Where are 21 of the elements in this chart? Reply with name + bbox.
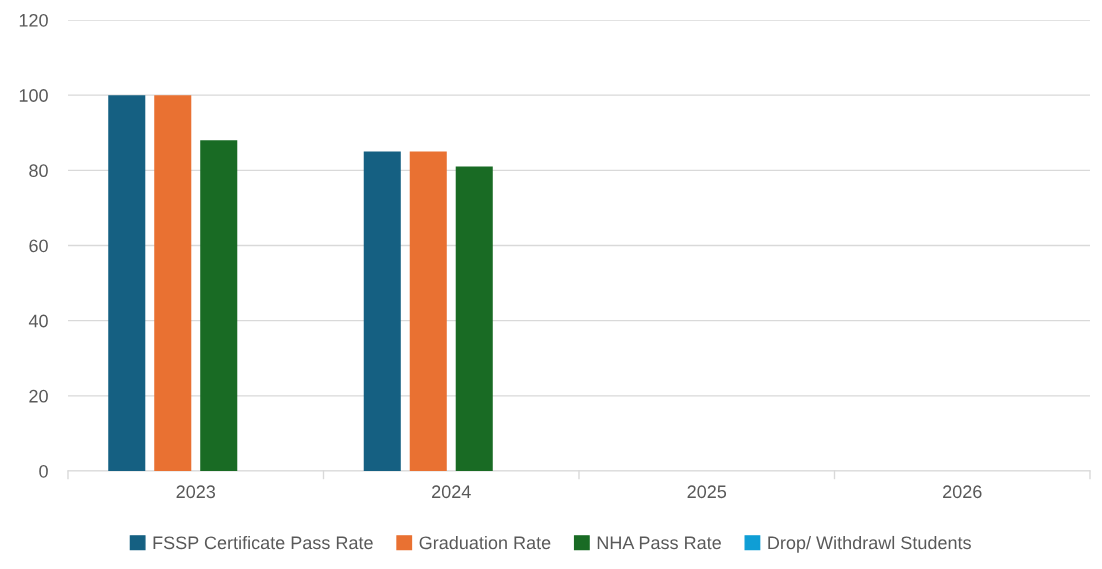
y-tick-label: 80	[29, 164, 48, 178]
x-tick-label: 2023	[176, 485, 216, 499]
bar	[363, 151, 401, 471]
y-tick-label: 20	[29, 389, 48, 403]
x-tick-label: 2026	[943, 485, 982, 499]
y-tick-label: 0	[39, 464, 48, 478]
x-tick-label: 2024	[432, 485, 471, 499]
y-tick-label: 60	[29, 239, 48, 253]
legend-label: Drop/ Withdrawl Students	[768, 535, 971, 553]
y-tick-label: 120	[19, 13, 48, 27]
bar	[409, 151, 447, 471]
legend-label: NHA Pass Rate	[597, 536, 721, 550]
x-tick-label: 2025	[687, 485, 727, 499]
y-tick-label: 100	[19, 89, 48, 102]
bar	[200, 140, 238, 471]
legend-label: FSSP Certificate Pass Rate	[153, 535, 373, 550]
bar	[455, 166, 493, 471]
y-tick-label: 40	[28, 314, 48, 328]
bar	[108, 95, 146, 471]
bar	[154, 95, 192, 471]
legend-label: Graduation Rate	[419, 535, 551, 550]
